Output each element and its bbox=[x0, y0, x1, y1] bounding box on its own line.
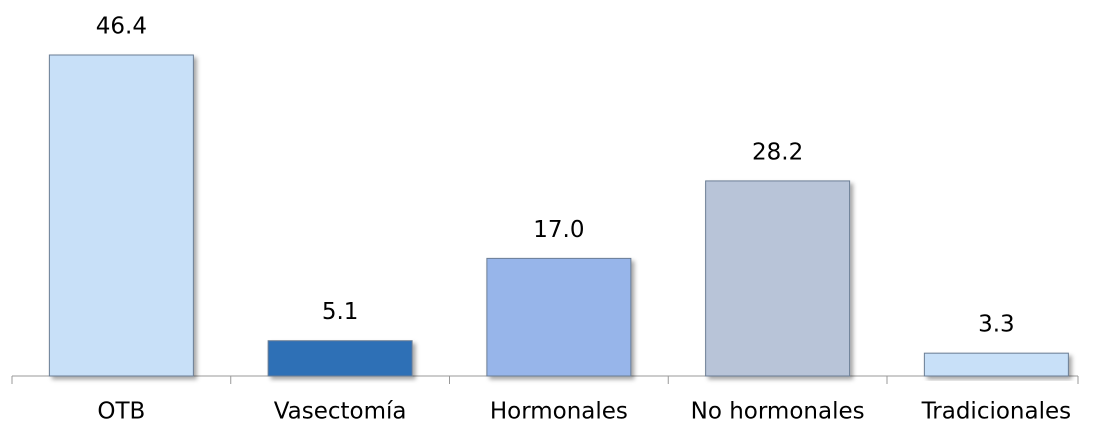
value-label: 3.3 bbox=[978, 312, 1015, 338]
bar bbox=[48, 54, 194, 377]
value-label: 5.1 bbox=[322, 299, 359, 325]
value-label: 17.0 bbox=[533, 217, 584, 243]
x-tick-label: No hormonales bbox=[691, 399, 865, 424]
bar bbox=[486, 257, 632, 377]
bar bbox=[923, 352, 1069, 377]
value-label: 28.2 bbox=[752, 139, 803, 165]
bar bbox=[705, 180, 851, 377]
bar bbox=[267, 340, 413, 377]
x-tick-label: OTB bbox=[97, 399, 145, 424]
x-tick-label: Vasectomía bbox=[274, 399, 407, 424]
x-tick-label: Tradicionales bbox=[921, 399, 1072, 424]
value-label: 46.4 bbox=[96, 14, 147, 40]
x-tick-label: Hormonales bbox=[490, 399, 628, 424]
